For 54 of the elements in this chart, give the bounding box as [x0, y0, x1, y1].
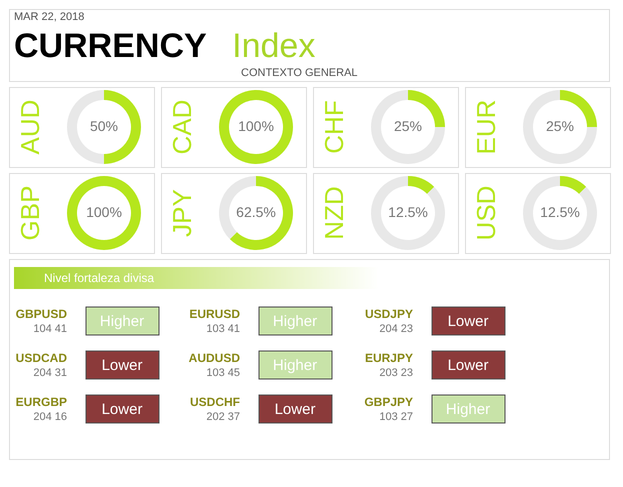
text: 103 45 — [206, 367, 240, 379]
text: AUD — [15, 100, 45, 154]
data-label: 100% — [238, 118, 274, 134]
text: 203 23 — [379, 367, 413, 379]
text: EURUSD — [189, 307, 240, 321]
text: 103 27 — [379, 411, 413, 423]
text: Lower — [102, 357, 142, 374]
text: JPY — [167, 189, 197, 237]
data-label: 62.5% — [236, 204, 276, 220]
data-label: 12.5% — [388, 204, 428, 220]
text: 204 23 — [379, 323, 413, 335]
text: 204 31 — [33, 367, 67, 379]
text: USDJPY — [364, 307, 413, 321]
text: CURRENCY Index — [14, 27, 316, 65]
text: EUR — [471, 100, 501, 154]
text: Lower — [102, 401, 142, 418]
text: Higher — [446, 401, 490, 418]
text: CONTEXTO GENERAL — [241, 67, 358, 79]
data-label: 100% — [86, 204, 122, 220]
text: USDCAD — [16, 351, 68, 365]
text: 103 41 — [206, 323, 240, 335]
donut-slice — [523, 176, 597, 250]
text: AUDUSD — [188, 351, 240, 365]
text: Lower — [448, 313, 488, 330]
text: Lower — [448, 357, 488, 374]
text: USD — [471, 186, 501, 240]
text: MAR 22, 2018 — [14, 11, 84, 23]
donut-slice — [523, 90, 597, 164]
text: GBPJPY — [364, 395, 413, 409]
text: EURGBP — [16, 395, 67, 409]
text: Lower — [274, 401, 316, 418]
text: EURJPY — [364, 351, 413, 365]
text: USDCHF — [190, 395, 240, 409]
text: 104 41 — [33, 323, 67, 335]
donut-slice — [560, 176, 586, 194]
text: GBP — [15, 186, 45, 240]
text: 204 16 — [33, 411, 67, 423]
text: Higher — [100, 313, 144, 330]
donut-slice — [408, 176, 434, 194]
text: NZD — [319, 186, 349, 240]
text: 202 37 — [206, 411, 240, 423]
data-label: 25% — [546, 118, 574, 134]
data-label: 25% — [394, 118, 422, 134]
donut-slice — [371, 176, 445, 250]
text: CHF — [319, 100, 349, 154]
text: CAD — [167, 100, 197, 154]
data-label: 12.5% — [540, 204, 580, 220]
donut-slice — [371, 90, 445, 164]
data-label: 50% — [90, 118, 118, 134]
text: Higher — [272, 357, 318, 374]
text: GBPUSD — [16, 307, 68, 321]
donut-slice — [230, 176, 293, 250]
text: Higher — [272, 313, 318, 330]
text: Nivel fortaleza divisa — [44, 271, 154, 285]
